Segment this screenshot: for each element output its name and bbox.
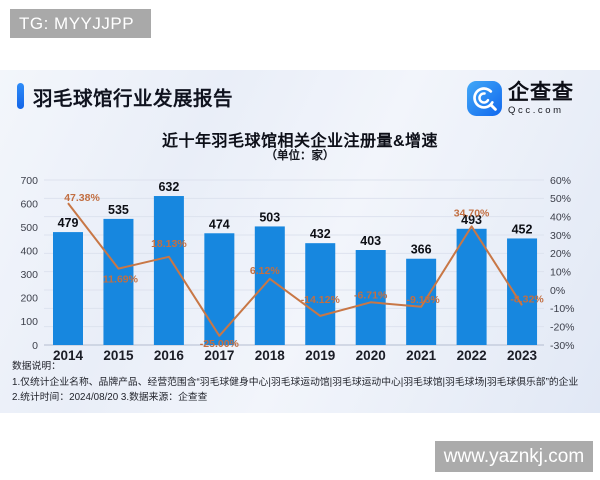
- svg-text:2022: 2022: [457, 348, 487, 363]
- svg-text:11.69%: 11.69%: [103, 274, 139, 286]
- svg-text:474: 474: [209, 217, 230, 231]
- svg-text:400: 400: [20, 246, 38, 258]
- svg-text:700: 700: [20, 175, 38, 187]
- svg-text:-10%: -10%: [550, 303, 575, 315]
- svg-text:452: 452: [512, 222, 533, 236]
- tg-watermark-badge: TG: MYYJJPP: [10, 9, 151, 38]
- qcc-logo: 企查查 Qcc.com: [466, 80, 574, 117]
- svg-text:632: 632: [158, 180, 179, 194]
- svg-text:2021: 2021: [406, 348, 437, 363]
- svg-text:-6.71%: -6.71%: [354, 289, 388, 301]
- svg-text:2014: 2014: [53, 348, 84, 363]
- notes-line-1: 1.仅统计企业名称、品牌产品、经营范围含“羽毛球健身中心|羽毛球运动馆|羽毛球运…: [12, 376, 579, 388]
- svg-text:2015: 2015: [103, 348, 134, 363]
- svg-text:493: 493: [461, 213, 482, 227]
- svg-text:100: 100: [20, 316, 38, 328]
- svg-text:403: 403: [360, 234, 381, 248]
- svg-text:-20%: -20%: [550, 321, 575, 333]
- svg-text:503: 503: [259, 210, 280, 224]
- site-watermark: www.yaznkj.com: [435, 441, 593, 472]
- qcc-logo-name: 企查查: [508, 81, 574, 104]
- svg-text:34.70%: 34.70%: [454, 207, 490, 219]
- svg-text:2019: 2019: [305, 348, 335, 363]
- svg-text:-14.12%: -14.12%: [301, 294, 341, 306]
- registration-chart: 60% 50% 40% 30% 20% 10% 0% -10% -20% -30% 700 600 50…: [20, 175, 575, 363]
- chart-subtitle: （单位：家）: [265, 150, 335, 162]
- svg-text:200: 200: [20, 293, 38, 305]
- svg-text:50%: 50%: [550, 193, 571, 205]
- svg-text:2020: 2020: [356, 348, 386, 363]
- svg-text:300: 300: [20, 269, 38, 281]
- svg-text:2016: 2016: [154, 348, 185, 363]
- svg-text:10%: 10%: [550, 266, 571, 278]
- svg-text:0%: 0%: [550, 285, 565, 297]
- chart-title: 近十年羽毛球馆相关企业注册量&增速: [161, 133, 439, 150]
- svg-text:6.12%: 6.12%: [250, 265, 280, 277]
- svg-text:600: 600: [20, 198, 38, 210]
- svg-text:2017: 2017: [204, 348, 234, 363]
- svg-text:0: 0: [32, 340, 38, 352]
- svg-text:479: 479: [58, 216, 79, 230]
- svg-text:-25.00%: -25.00%: [200, 338, 240, 350]
- svg-text:47.38%: 47.38%: [64, 192, 100, 204]
- qcc-app-icon: [467, 81, 502, 116]
- svg-text:2018: 2018: [255, 348, 286, 363]
- data-notes: 数据说明： 1.仅统计企业名称、品牌产品、经营范围含“羽毛球健身中心|羽毛球运动…: [12, 359, 578, 406]
- svg-text:-9.18%: -9.18%: [407, 294, 441, 306]
- notes-line-2: 2.统计时间：2024/08/20 3.数据来源：企查查: [12, 392, 208, 403]
- svg-text:432: 432: [310, 227, 331, 241]
- report-title: 羽毛球馆行业发展报告: [33, 88, 234, 110]
- svg-text:2023: 2023: [507, 348, 538, 363]
- svg-text:500: 500: [20, 222, 38, 234]
- title-accent-bar: [17, 83, 24, 109]
- svg-text:-30%: -30%: [550, 340, 575, 352]
- svg-text:535: 535: [108, 203, 129, 217]
- svg-text:20%: 20%: [550, 248, 571, 260]
- report-card: 羽毛球馆行业发展报告 企查查 Qcc.com: [0, 70, 600, 413]
- svg-text:60%: 60%: [550, 175, 571, 187]
- qcc-logo-domain: Qcc.com: [508, 105, 564, 116]
- svg-text:-8.32%: -8.32%: [510, 293, 544, 305]
- svg-text:366: 366: [411, 243, 432, 257]
- svg-text:18.13%: 18.13%: [151, 238, 187, 250]
- svg-text:30%: 30%: [550, 230, 571, 242]
- svg-text:40%: 40%: [550, 211, 571, 223]
- notes-heading: 数据说明：: [12, 361, 61, 372]
